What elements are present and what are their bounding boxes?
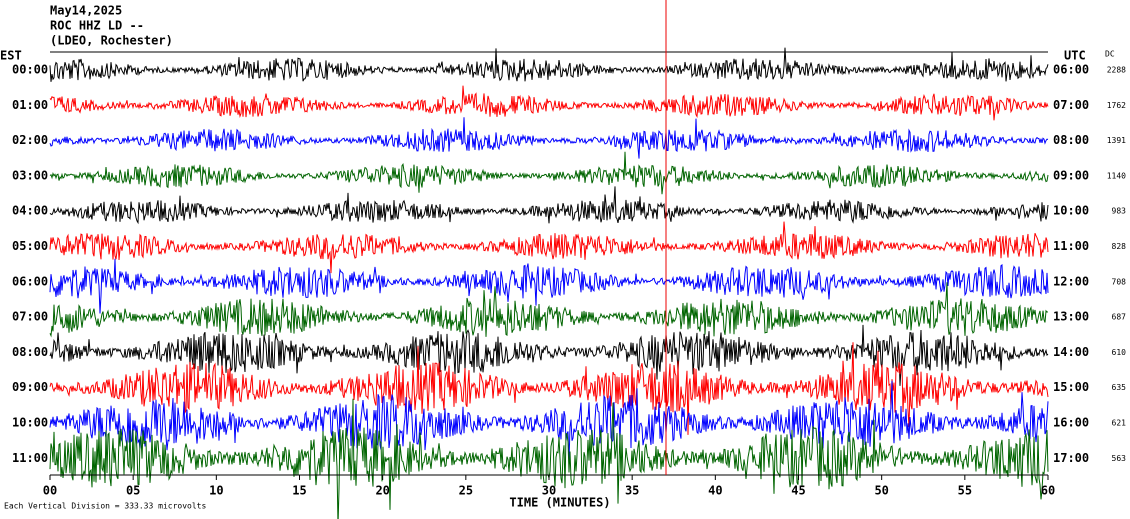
x-tick-label: 50 — [874, 484, 888, 498]
x-tick-label: 55 — [958, 484, 972, 498]
trace — [49, 186, 1049, 225]
dc-label: 687 — [1112, 313, 1127, 322]
est-label: 05:00 — [12, 239, 48, 253]
utc-label: 17:00 — [1053, 451, 1089, 465]
est-title: EST — [0, 49, 22, 63]
trace — [49, 85, 1049, 121]
utc-label: 13:00 — [1053, 310, 1089, 324]
dc-label: 2288 — [1107, 66, 1126, 75]
utc-label: 07:00 — [1053, 98, 1089, 112]
trace — [49, 117, 1049, 159]
dc-label: 1140 — [1107, 171, 1126, 180]
x-axis-title: TIME (MINUTES) — [509, 496, 610, 510]
dc-label: 983 — [1112, 207, 1127, 216]
dc-title: DC — [1105, 50, 1115, 59]
trace — [49, 258, 1049, 314]
est-label: 11:00 — [12, 451, 48, 465]
dc-label: 1391 — [1107, 136, 1126, 145]
est-label: 00:00 — [12, 63, 48, 77]
x-tick-label: 60 — [1041, 484, 1055, 498]
est-label: 01:00 — [12, 98, 48, 112]
utc-label: 12:00 — [1053, 274, 1089, 288]
x-tick-label: 00 — [43, 484, 57, 498]
trace — [49, 342, 1049, 435]
dc-label: 621 — [1112, 419, 1127, 428]
est-label: 02:00 — [12, 133, 48, 147]
dc-label: 708 — [1112, 277, 1127, 286]
utc-label: 08:00 — [1053, 133, 1089, 147]
utc-label: 16:00 — [1053, 416, 1089, 430]
utc-title: UTC — [1064, 49, 1086, 63]
dc-label: 1762 — [1107, 101, 1126, 110]
est-label: 08:00 — [12, 345, 48, 359]
subtitle: ROC HHZ LD -- — [50, 19, 144, 33]
scale-note: Each Vertical Division = 333.33 microvol… — [4, 502, 206, 511]
trace — [49, 282, 1049, 338]
dc-label: 635 — [1112, 383, 1127, 392]
utc-label: 11:00 — [1053, 239, 1089, 253]
x-tick-label: 45 — [791, 484, 805, 498]
x-tick-label: 35 — [625, 484, 639, 498]
x-tick-label: 10 — [209, 484, 223, 498]
traces — [49, 47, 1049, 519]
utc-label: 09:00 — [1053, 168, 1089, 182]
trace — [49, 380, 1049, 462]
est-label: 07:00 — [12, 310, 48, 324]
utc-label: 15:00 — [1053, 380, 1089, 394]
trace — [49, 151, 1049, 195]
x-tick-label: 05 — [126, 484, 140, 498]
utc-label: 06:00 — [1053, 63, 1089, 77]
est-label: 03:00 — [12, 168, 48, 182]
title: May14,2025 — [50, 4, 122, 18]
x-tick-label: 20 — [375, 484, 389, 498]
x-tick-label: 40 — [708, 484, 722, 498]
station: (LDEO, Rochester) — [50, 34, 173, 48]
dc-label: 828 — [1112, 242, 1127, 251]
dc-label: 563 — [1112, 454, 1127, 463]
utc-label: 14:00 — [1053, 345, 1089, 359]
trace — [49, 221, 1049, 274]
est-label: 06:00 — [12, 274, 48, 288]
dc-label: 610 — [1112, 348, 1127, 357]
trace — [49, 47, 1049, 82]
x-tick-label: 25 — [459, 484, 473, 498]
x-tick-label: 15 — [292, 484, 306, 498]
est-label: 10:00 — [12, 416, 48, 430]
est-label: 04:00 — [12, 204, 48, 218]
x-tick-label: 30 — [542, 484, 556, 498]
est-label: 09:00 — [12, 380, 48, 394]
utc-label: 10:00 — [1053, 204, 1089, 218]
